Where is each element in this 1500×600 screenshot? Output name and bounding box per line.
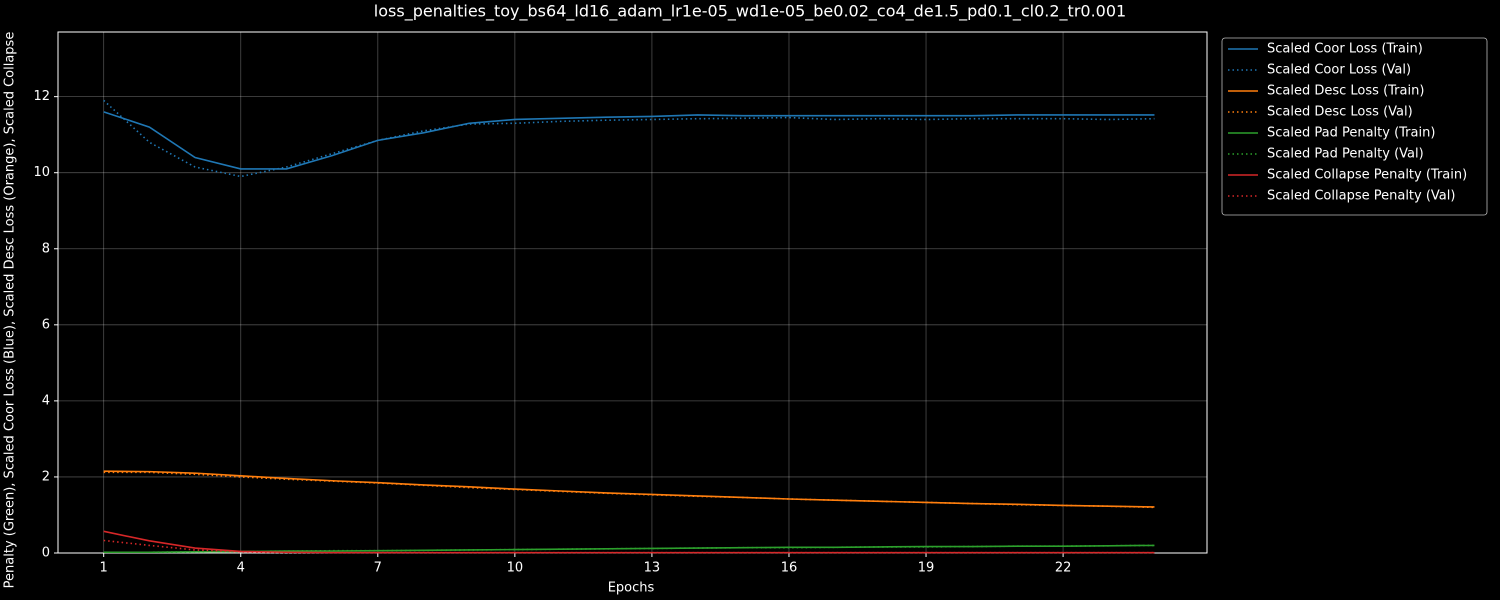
legend-label: Scaled Pad Penalty (Train) [1267,126,1435,141]
legend-label: Scaled Coor Loss (Train) [1267,42,1423,57]
data-line [103,99,1155,178]
legend-label: Scaled Desc Loss (Train) [1267,84,1424,99]
x-tick-label: 16 [781,561,798,576]
x-tick-label: 19 [918,561,935,576]
legend-label: Scaled Pad Penalty (Val) [1267,147,1424,162]
legend-label: Scaled Collapse Penalty (Val) [1267,189,1455,204]
x-axis-label: Epochs [608,581,655,596]
data-line [103,111,1155,170]
legend-box [1221,37,1488,216]
y-tick-label: 6 [42,317,50,332]
chart-title: loss_penalties_toy_bs64_ld16_adam_lr1e-0… [374,2,1126,22]
y-tick-label: 0 [42,546,50,561]
y-tick-label: 4 [42,393,50,408]
y-tick-label: 2 [42,469,50,484]
y-tick-label: 12 [33,89,50,104]
legend-label: Scaled Desc Loss (Val) [1267,105,1413,120]
x-tick-label: 7 [374,561,382,576]
x-tick-label: 13 [644,561,661,576]
x-tick-label: 22 [1055,561,1072,576]
x-tick-label: 10 [507,561,524,576]
y-tick-label: 10 [33,165,50,180]
data-line [103,539,1155,554]
y-tick-label: 8 [42,241,50,256]
data-line [103,470,1155,508]
data-line [103,471,1155,509]
data-line [103,544,1155,554]
legend-label: Scaled Coor Loss (Val) [1267,63,1411,78]
y-axis-label: Penalty (Green), Scaled Coor Loss (Blue)… [3,32,18,589]
legend-label: Scaled Collapse Penalty (Train) [1267,168,1467,183]
x-tick-label: 1 [100,561,108,576]
x-tick-label: 4 [237,561,245,576]
